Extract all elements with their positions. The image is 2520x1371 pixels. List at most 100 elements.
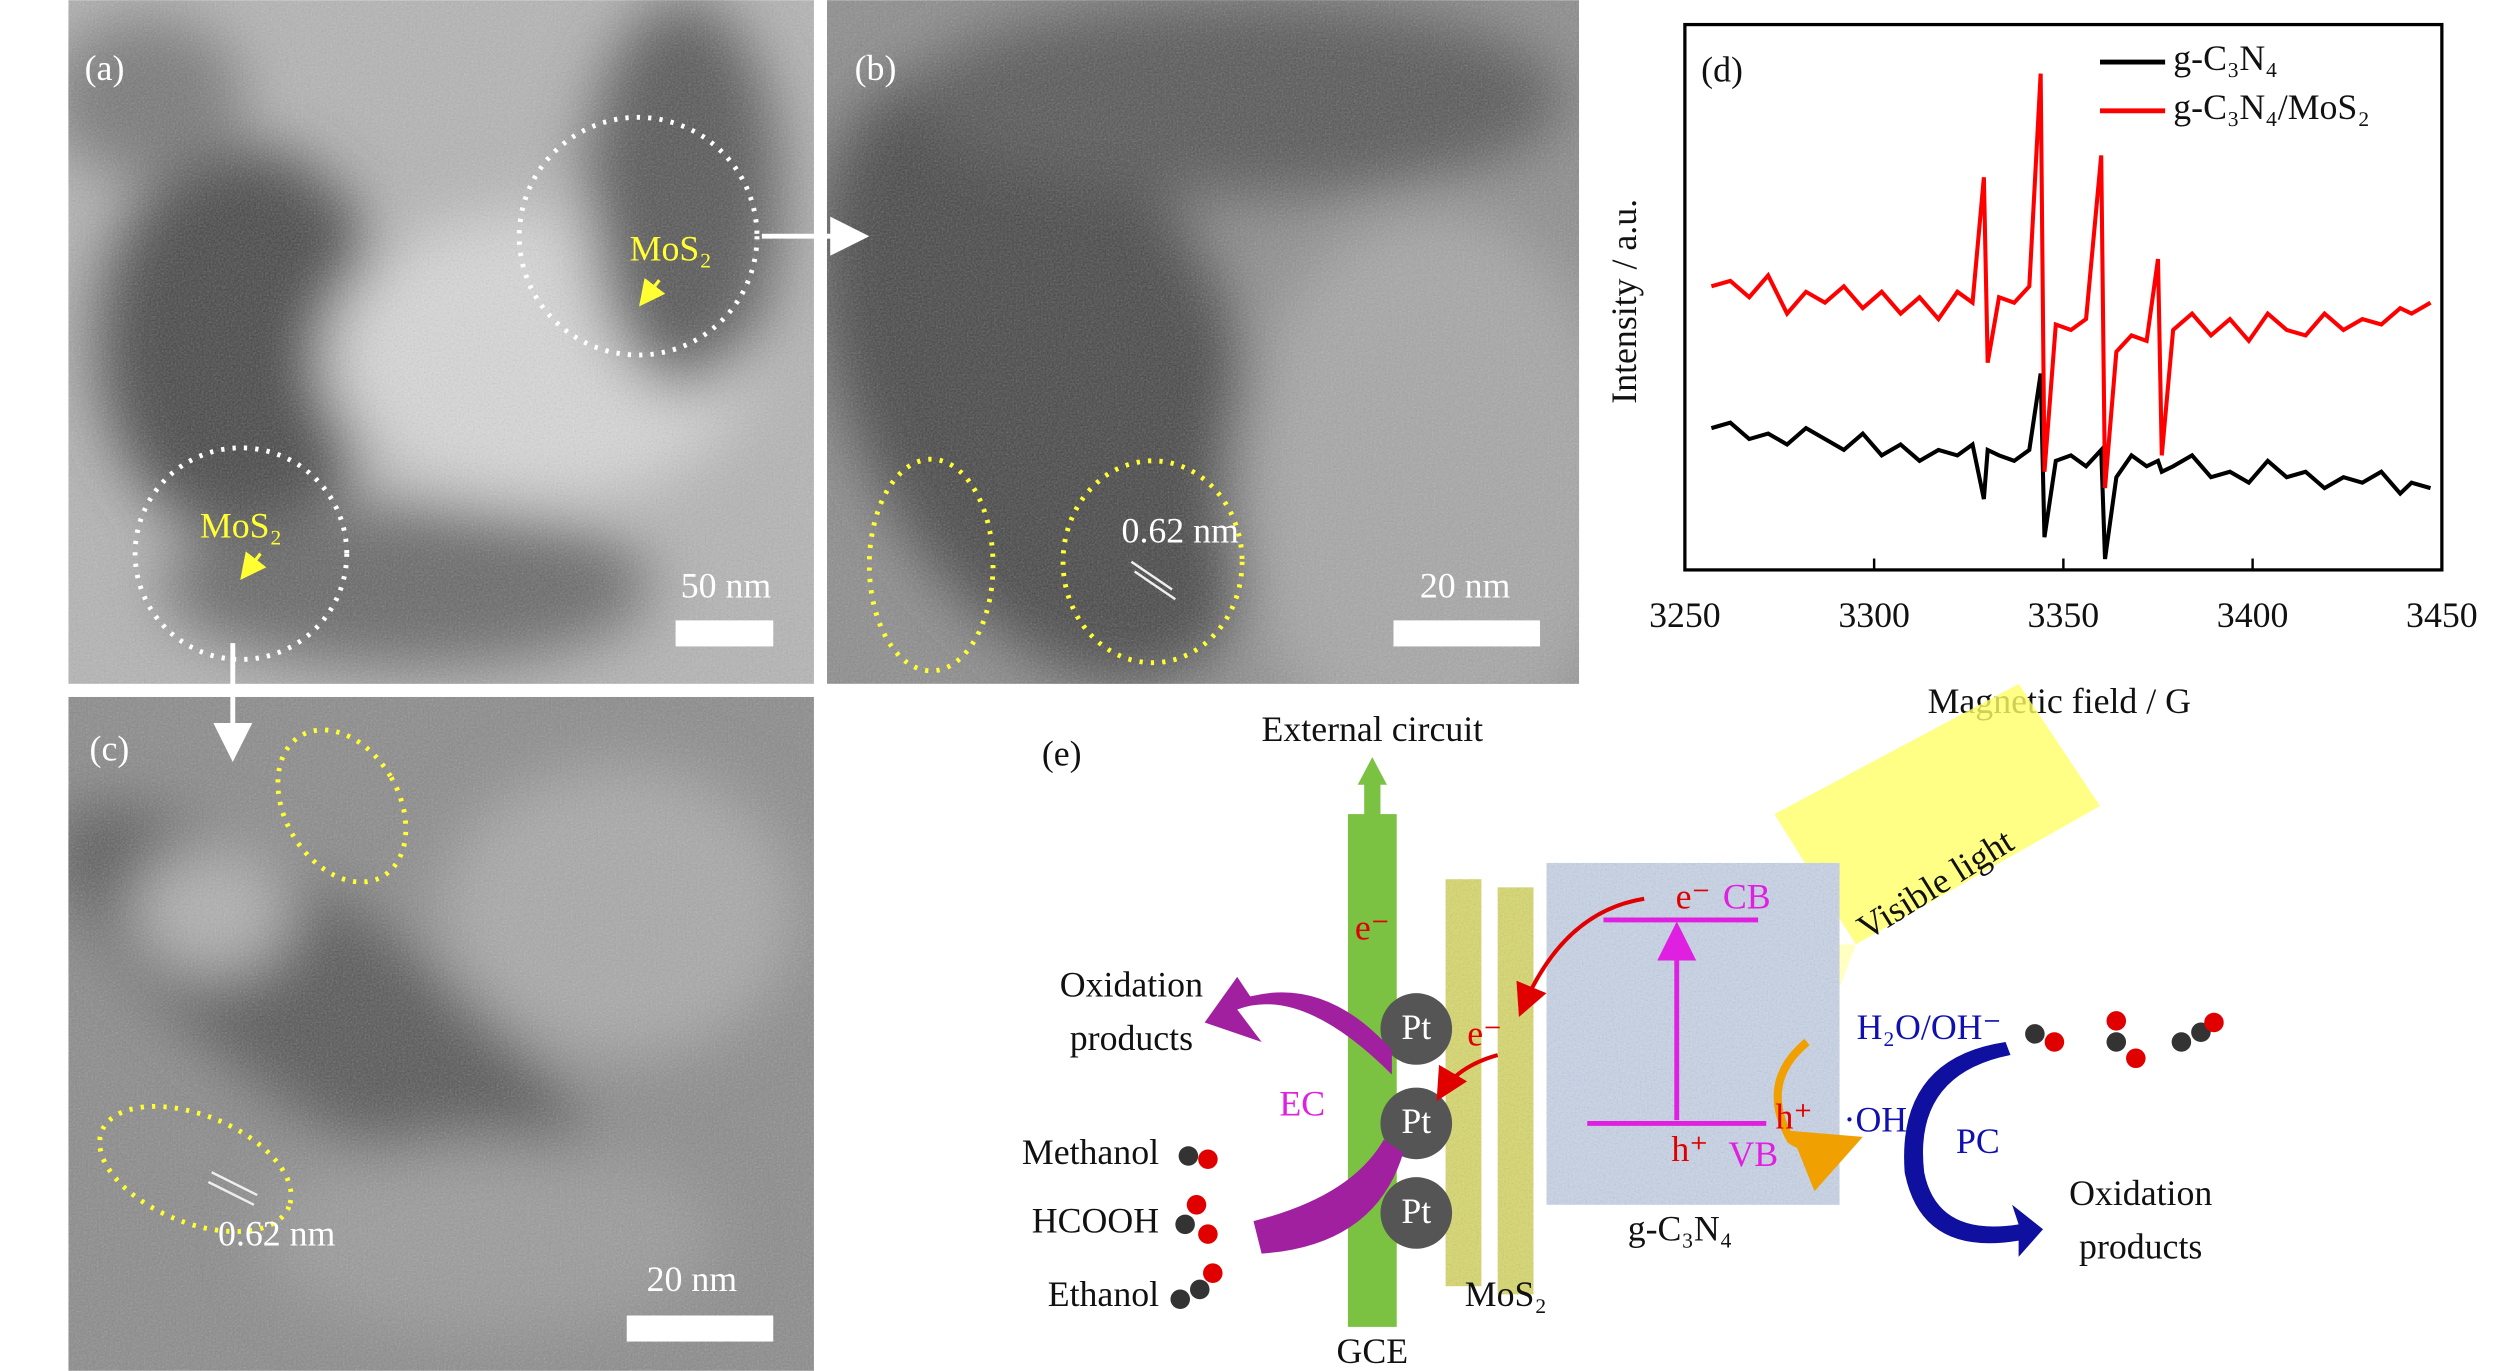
gcn-label: g-C₃N₄	[1628, 1209, 1733, 1249]
pt-particle	[1380, 993, 1453, 1065]
atom	[2044, 1032, 2065, 1052]
molecules	[1170, 1011, 2224, 1309]
lattice-spacing: 0.62 nm	[1122, 510, 1239, 550]
x-tick-label: 3250	[1649, 595, 1721, 635]
hole-label: h⁺	[1776, 1096, 1813, 1136]
pointer-arrow	[639, 277, 666, 307]
scale-bar-label: 20 nm	[1420, 566, 1511, 606]
light-beam	[1774, 683, 2100, 945]
data-line	[1710, 373, 2432, 560]
scale-bar	[675, 620, 774, 647]
product-label: Oxidation	[2069, 1173, 2212, 1213]
lattice-fringe	[1130, 560, 1173, 591]
highlight-ellipse	[97, 1104, 294, 1234]
cb-label: CB	[1723, 877, 1771, 917]
atom	[1170, 1289, 1190, 1309]
radical-label: ·OH	[1844, 1100, 1908, 1140]
highlight-circle	[132, 445, 350, 662]
lattice-fringe	[211, 1171, 258, 1197]
ec-reactant-arrow	[1253, 1139, 1404, 1254]
hole-label: h⁺	[1671, 1129, 1708, 1169]
atom	[1178, 1146, 1199, 1166]
ec-oxidation-arrow	[1204, 976, 1392, 1075]
atom	[1175, 1214, 1195, 1235]
pc-arrow	[1904, 1042, 2044, 1257]
product-label: products	[2079, 1227, 2202, 1267]
annotation: MoS₂	[200, 505, 282, 545]
annotation: MoS₂	[630, 229, 712, 269]
lattice-fringe	[1133, 570, 1177, 601]
atom	[2106, 1032, 2127, 1052]
atom	[2171, 1032, 2192, 1052]
pt-label: Pt	[1401, 1191, 1431, 1231]
electron-label: e⁻	[1676, 877, 1711, 917]
atom	[2204, 1012, 2224, 1033]
highlight-circle	[516, 114, 760, 358]
hole-arrow	[1773, 1038, 1863, 1192]
tem-grain	[68, 0, 814, 684]
atom	[1190, 1279, 1210, 1300]
y-axis-title: Intensity / a.u.	[1604, 199, 1644, 404]
electrode-lead	[1364, 781, 1381, 818]
reactant-label: Methanol	[1022, 1132, 1159, 1172]
scale-bar	[1393, 620, 1540, 647]
lattice-spacing: 0.62 nm	[218, 1214, 335, 1254]
pc-label: PC	[1956, 1121, 2000, 1161]
scale-bar	[626, 1315, 774, 1342]
atom	[1186, 1195, 1207, 1215]
circuit-label: External circuit	[1262, 709, 1484, 749]
atom	[1203, 1263, 1223, 1283]
electron-transfer-arrow	[1516, 896, 1645, 1017]
electron-transfer-arrow	[1436, 1053, 1499, 1102]
lattice-fringe	[207, 1180, 255, 1206]
highlight-ellipse	[866, 456, 996, 674]
pt-particle	[1380, 1087, 1453, 1160]
highlight-ellipse	[275, 727, 409, 885]
product-label: Oxidation	[1060, 965, 1203, 1005]
x-tick-label: 3400	[2217, 595, 2289, 635]
scale-bar-label: 50 nm	[681, 566, 772, 606]
pointer-arrow	[240, 551, 267, 580]
mos2-texture	[1497, 887, 1534, 1295]
legend-label: g-C₃N₄	[2173, 38, 2278, 78]
panel-label: (e)	[1042, 733, 1082, 773]
atom	[2025, 1024, 2045, 1044]
electrode-arrow	[1357, 757, 1387, 785]
panel-label: (a)	[85, 48, 125, 88]
product-label: products	[1070, 1018, 1193, 1058]
tem-image-b	[826, 0, 1580, 684]
pt-particle	[1380, 1177, 1453, 1249]
x-tick-label: 3350	[2028, 595, 2100, 635]
atom	[2126, 1048, 2146, 1069]
ec-label: EC	[1279, 1083, 1325, 1123]
mos2-layers	[1445, 879, 1534, 1295]
gce-label: GCE	[1337, 1331, 1409, 1371]
tem-grain	[68, 696, 814, 1371]
tem-grain	[826, 0, 1580, 684]
data-line	[1710, 73, 2432, 489]
panel-label: (c)	[90, 728, 130, 768]
reactant-label: HCOOH	[1032, 1201, 1159, 1241]
species-label: H₂O/OH⁻	[1857, 1007, 2002, 1047]
legend-label: g-C₃N₄/MoS₂	[2173, 87, 2370, 127]
mechanism-diagram: (e) External circuit e⁻ Pt Pt Pt Oxidati…	[1022, 683, 2224, 1371]
atom	[2106, 1011, 2127, 1031]
atom	[1198, 1149, 1218, 1169]
vb-label: VB	[1728, 1134, 1778, 1174]
pt-label: Pt	[1401, 1007, 1431, 1047]
pt-label: Pt	[1401, 1101, 1431, 1141]
highlight-ellipse	[1060, 458, 1245, 666]
scale-bar-label: 20 nm	[647, 1259, 738, 1299]
electron-label: e⁻	[1467, 1013, 1502, 1053]
reactant-label: Ethanol	[1048, 1274, 1159, 1314]
x-tick-label: 3300	[1838, 595, 1910, 635]
panel-label: (b)	[855, 48, 897, 88]
panel-label: (d)	[1701, 50, 1743, 90]
tem-image-c	[68, 696, 814, 1371]
electron-label: e⁻	[1355, 908, 1390, 948]
atom	[1198, 1224, 1218, 1244]
x-tick-label: 3450	[2406, 595, 2478, 635]
